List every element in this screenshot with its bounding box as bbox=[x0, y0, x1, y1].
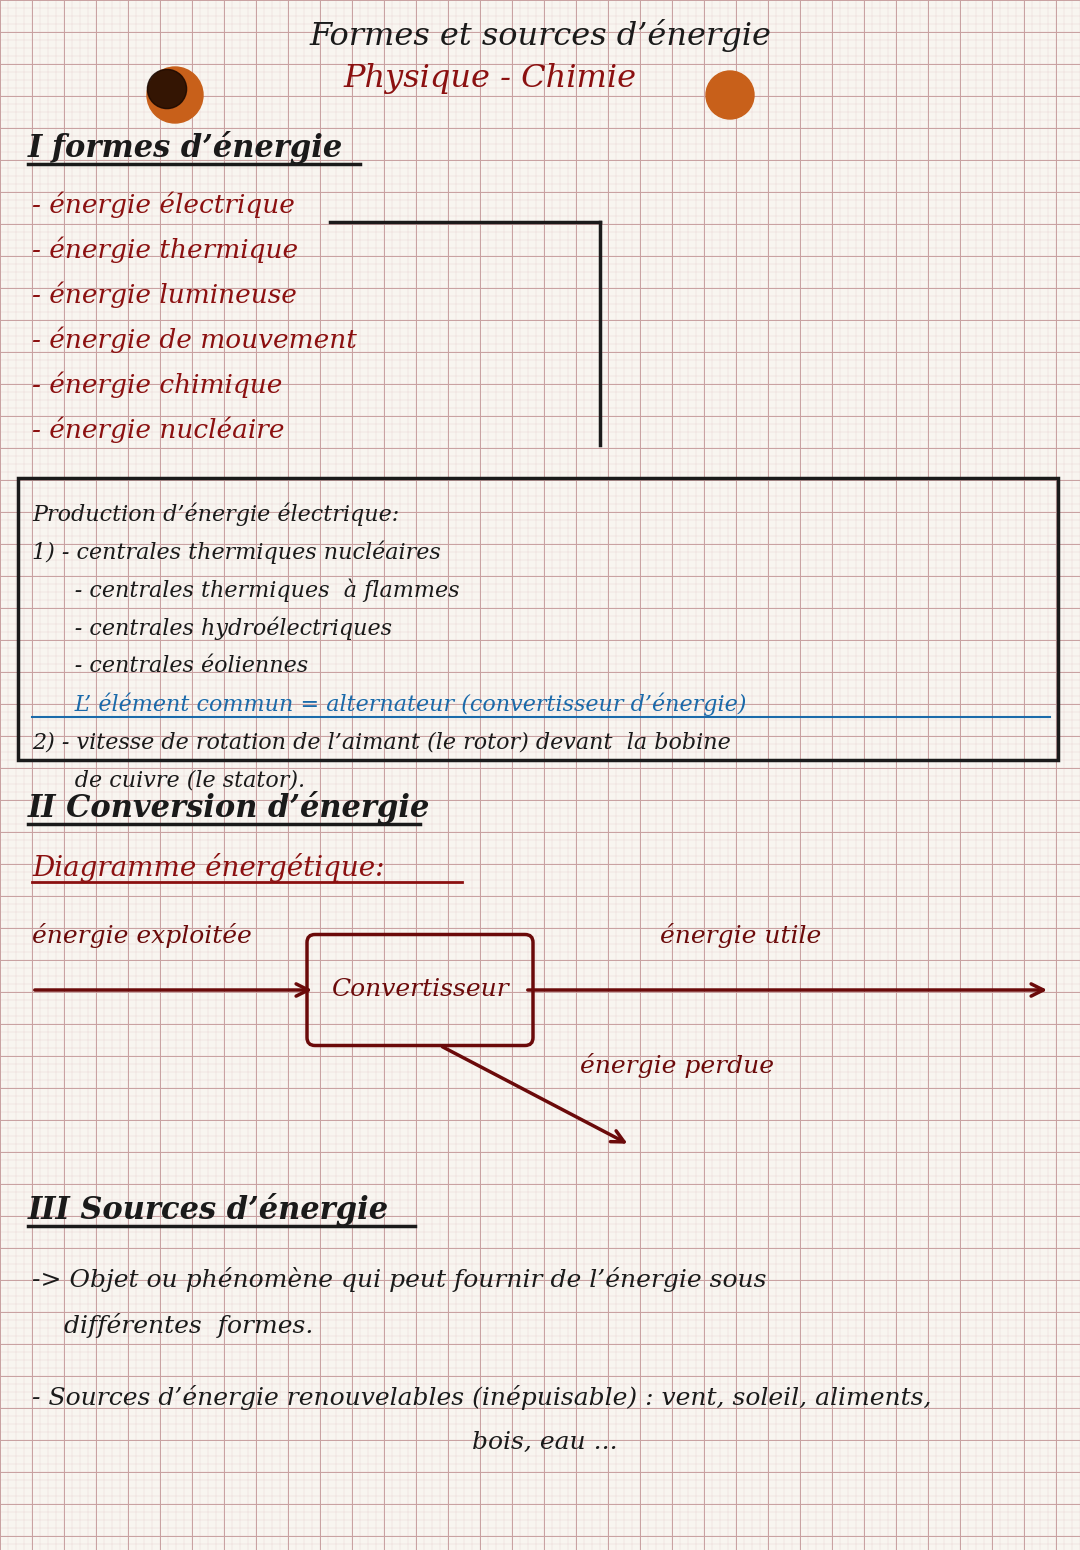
Text: de cuivre (le stator).: de cuivre (le stator). bbox=[32, 769, 306, 790]
Text: 1) - centrales thermiques nucléaires: 1) - centrales thermiques nucléaires bbox=[32, 541, 441, 564]
Text: - énergie électrique: - énergie électrique bbox=[32, 192, 295, 219]
Text: I formes d’énergie: I formes d’énergie bbox=[28, 132, 343, 164]
Text: énergie exploitée: énergie exploitée bbox=[32, 922, 252, 947]
Text: II Conversion d’énergie: II Conversion d’énergie bbox=[28, 792, 430, 825]
Text: Production d’énergie électrique:: Production d’énergie électrique: bbox=[32, 502, 400, 525]
Text: -> Objet ou phénomène qui peut fournir de l’énergie sous: -> Objet ou phénomène qui peut fournir d… bbox=[32, 1268, 767, 1293]
Circle shape bbox=[147, 67, 203, 122]
Text: différentes  formes.: différentes formes. bbox=[32, 1313, 313, 1338]
Circle shape bbox=[706, 71, 754, 119]
Text: - énergie lumineuse: - énergie lumineuse bbox=[32, 282, 297, 308]
Text: - centrales thermiques  à flammes: - centrales thermiques à flammes bbox=[32, 578, 459, 601]
Text: - Sources d’énergie renouvelables (inépuisable) : vent, soleil, aliments,: - Sources d’énergie renouvelables (inépu… bbox=[32, 1384, 931, 1409]
Text: bois, eau ...: bois, eau ... bbox=[32, 1431, 618, 1454]
Text: - centrales éoliennes: - centrales éoliennes bbox=[32, 656, 308, 677]
Text: III Sources d’énergie: III Sources d’énergie bbox=[28, 1194, 389, 1226]
Text: - énergie nucléaire: - énergie nucléaire bbox=[32, 417, 284, 443]
Text: - centrales hydroélectriques: - centrales hydroélectriques bbox=[32, 617, 392, 640]
Bar bbox=[18, 477, 1058, 760]
Circle shape bbox=[147, 70, 187, 109]
Text: Formes et sources d’énergie: Formes et sources d’énergie bbox=[309, 19, 771, 51]
Text: énergie perdue: énergie perdue bbox=[580, 1052, 774, 1077]
Text: - énergie de mouvement: - énergie de mouvement bbox=[32, 327, 356, 353]
Text: L’ élément commun = alternateur (convertisseur d’énergie): L’ élément commun = alternateur (convert… bbox=[32, 693, 746, 716]
Text: - énergie thermique: - énergie thermique bbox=[32, 237, 298, 264]
Text: énergie utile: énergie utile bbox=[660, 922, 821, 947]
Text: Diagramme énergétique:: Diagramme énergétique: bbox=[32, 854, 384, 882]
Text: Physique - Chimie: Physique - Chimie bbox=[343, 62, 636, 93]
Text: - énergie chimique: - énergie chimique bbox=[32, 372, 282, 398]
Text: 2) - vitesse de rotation de l’aimant (le rotor) devant  la bobine: 2) - vitesse de rotation de l’aimant (le… bbox=[32, 732, 731, 753]
Text: Convertisseur: Convertisseur bbox=[332, 978, 509, 1001]
